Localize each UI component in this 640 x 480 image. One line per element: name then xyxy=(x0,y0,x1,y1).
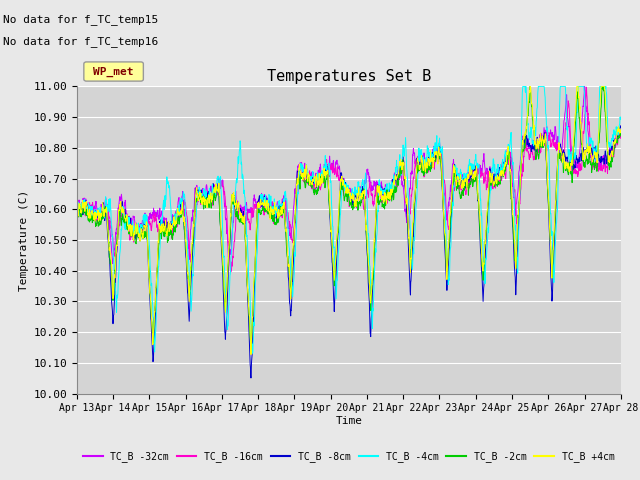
Text: WP_met: WP_met xyxy=(93,66,134,77)
Text: No data for f_TC_temp15: No data for f_TC_temp15 xyxy=(3,14,159,25)
X-axis label: Time: Time xyxy=(335,416,362,426)
Y-axis label: Temperature (C): Temperature (C) xyxy=(19,190,29,290)
Legend: TC_B -32cm, TC_B -16cm, TC_B -8cm, TC_B -4cm, TC_B -2cm, TC_B +4cm: TC_B -32cm, TC_B -16cm, TC_B -8cm, TC_B … xyxy=(79,448,618,466)
Title: Temperatures Set B: Temperatures Set B xyxy=(267,69,431,84)
Text: No data for f_TC_temp16: No data for f_TC_temp16 xyxy=(3,36,159,47)
